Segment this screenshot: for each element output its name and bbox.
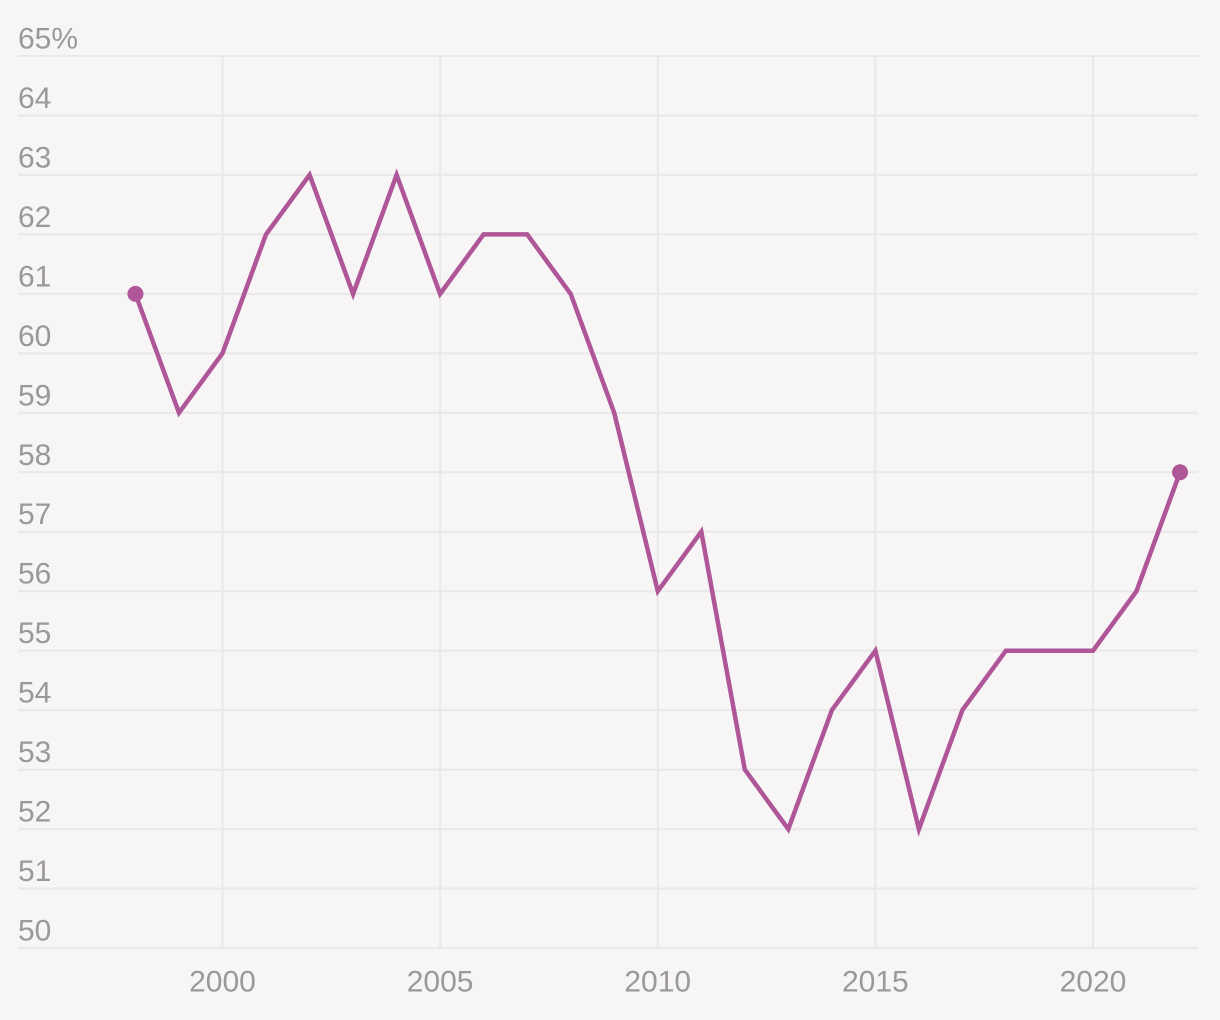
y-tick-label: 55 xyxy=(18,617,51,650)
y-tick-label: 53 xyxy=(18,736,51,769)
endpoint-dot xyxy=(127,285,144,302)
endpoint-dot xyxy=(1172,464,1189,481)
data-line xyxy=(133,168,1183,837)
x-axis-labels: 2000 2005 2010 2015 2020 xyxy=(189,966,1126,999)
y-tick-label: 61 xyxy=(18,260,51,293)
y-tick-label: 50 xyxy=(18,915,51,948)
x-tick-label: 2000 xyxy=(189,966,256,999)
x-tick-label: 2015 xyxy=(842,966,909,999)
y-tick-label: 63 xyxy=(18,141,51,174)
horizontal-gridlines xyxy=(18,55,1198,949)
y-tick-label: 64 xyxy=(18,82,51,115)
x-tick-label: 2005 xyxy=(407,966,474,999)
y-tick-label: 56 xyxy=(18,558,51,591)
y-tick-label: 62 xyxy=(18,201,51,234)
y-tick-label: 59 xyxy=(18,379,51,412)
endpoint-dots xyxy=(127,285,1189,481)
y-axis-labels: 65% 64 63 62 61 60 59 58 57 56 55 54 53 52 51 50 xyxy=(18,23,78,948)
y-tick-label: 54 xyxy=(18,677,51,710)
y-tick-label: 52 xyxy=(18,796,51,829)
y-tick-label: 65% xyxy=(18,23,78,56)
y-tick-label: 58 xyxy=(18,439,51,472)
x-tick-label: 2020 xyxy=(1060,966,1127,999)
y-tick-label: 60 xyxy=(18,320,51,353)
vertical-gridlines xyxy=(221,56,1094,948)
y-tick-label: 57 xyxy=(18,498,51,531)
x-tick-label: 2010 xyxy=(624,966,691,999)
y-tick-label: 51 xyxy=(18,855,51,888)
